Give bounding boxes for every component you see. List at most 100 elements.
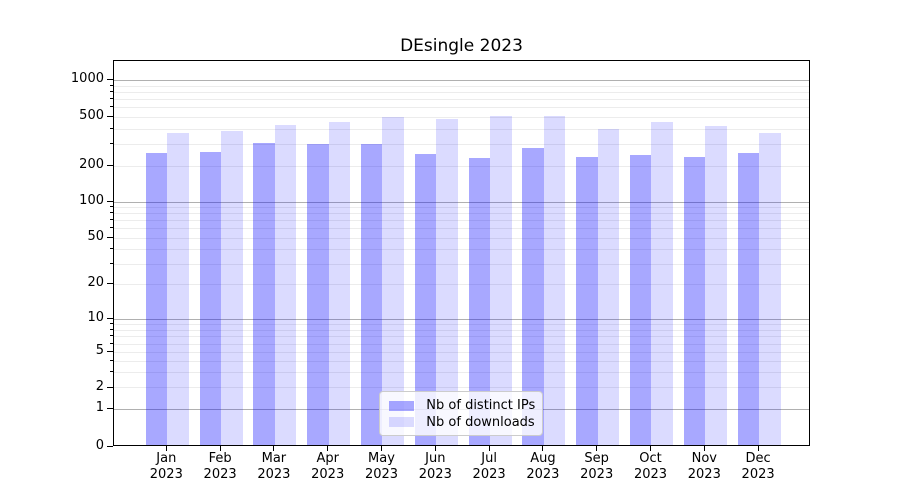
y-tick-label: 50	[87, 228, 104, 244]
bar-downloads	[705, 125, 727, 445]
x-tick-label-month: Oct	[639, 451, 662, 466]
x-tick-label-year: 2023	[203, 467, 237, 482]
x-tick-label-month: May	[368, 451, 395, 466]
bar-downloads	[167, 132, 189, 445]
bar-distinct-ips	[253, 143, 275, 445]
x-tick-label-month: Jul	[481, 451, 497, 466]
x-tick-label: Dec 2023	[726, 451, 790, 483]
x-tick-label: Mar 2023	[242, 451, 306, 483]
x-tick-label-year: 2023	[580, 467, 614, 482]
x-tick-mark	[488, 446, 490, 451]
gridline-minor	[114, 128, 809, 130]
x-tick-label-year: 2023	[418, 467, 452, 482]
x-tick-label-year: 2023	[364, 467, 399, 482]
x-tick-label-month: Sep	[584, 451, 609, 466]
x-tick-mark	[219, 446, 221, 451]
x-tick-mark	[596, 446, 598, 451]
x-tick-label-year: 2023	[687, 467, 721, 482]
x-tick-label-year: 2023	[472, 467, 506, 482]
x-tick-label-month: Dec	[745, 451, 771, 466]
gridline-minor	[114, 207, 809, 209]
y-tick-label: 0	[95, 437, 104, 453]
gridline-minor	[114, 343, 809, 345]
gridline-minor	[114, 387, 809, 389]
gridlines-layer	[114, 61, 809, 444]
bar-downloads	[597, 129, 620, 445]
y-tick-mark	[107, 445, 114, 447]
gridline-minor	[114, 228, 809, 230]
x-tick-label-month: Aug	[530, 451, 556, 466]
bar-downloads	[274, 124, 297, 445]
bar-distinct-ips	[199, 151, 222, 445]
gridline-minor	[114, 220, 809, 222]
x-tick-label: Sep 2023	[565, 451, 629, 483]
gridline-minor	[114, 165, 809, 167]
legend-swatch-distinct-ips	[389, 400, 415, 411]
x-tick-label-year: 2023	[149, 467, 183, 482]
bar-downloads	[651, 121, 673, 445]
gridline-minor	[114, 85, 809, 87]
gridline-minor	[114, 360, 809, 362]
x-tick-mark	[650, 446, 651, 451]
legend-label-downloads: Nb of downloads	[426, 414, 535, 430]
legend-swatch-downloads	[389, 417, 415, 428]
y-tick-label: 200	[79, 157, 104, 172]
bar-distinct-ips	[737, 152, 760, 445]
gridline-major	[114, 319, 809, 321]
gridline-major	[114, 79, 809, 81]
bar-downloads	[436, 118, 458, 445]
x-tick-label: Apr 2023	[296, 451, 360, 483]
x-tick-mark	[757, 446, 759, 451]
x-tick-mark	[327, 446, 329, 451]
x-tick-label: Jul 2023	[457, 451, 521, 483]
legend-item-distinct-ips: Nb of distinct IPs	[389, 398, 535, 413]
bar-downloads	[382, 117, 404, 445]
x-tick-label: Aug 2023	[511, 451, 575, 483]
legend: Nb of distinct IPs Nb of downloads	[379, 391, 544, 437]
bar-distinct-ips	[629, 155, 652, 445]
x-tick-label: Oct 2023	[619, 451, 683, 483]
x-tick-mark	[542, 446, 544, 451]
gridline-minor	[114, 352, 809, 354]
gridline-major	[114, 201, 809, 203]
gridline-minor	[114, 237, 809, 239]
chart-title: DEsingle 2023	[400, 36, 523, 56]
y-tick-label: 5	[95, 343, 104, 359]
x-tick-label-month: Jun	[425, 451, 446, 466]
x-tick-label-year: 2023	[741, 467, 775, 482]
bar-distinct-ips	[576, 156, 598, 445]
gridline-minor	[114, 249, 809, 251]
x-tick-label-month: Feb	[208, 451, 232, 466]
x-tick-label-month: Nov	[691, 451, 717, 466]
legend-item-downloads: Nb of downloads	[389, 414, 535, 430]
gridline-minor	[114, 284, 809, 286]
y-tick-label: 1000	[70, 71, 104, 86]
gridline-minor	[114, 371, 809, 373]
x-tick-label-year: 2023	[311, 467, 345, 482]
x-tick-label-month: Apr	[316, 451, 339, 466]
x-tick-label-year: 2023	[633, 467, 668, 482]
x-tick-label-month: Jan	[156, 451, 177, 466]
y-tick-label: 2	[95, 378, 104, 394]
bar-distinct-ips	[468, 158, 491, 445]
gridline-minor	[114, 107, 809, 109]
x-tick-label-year: 2023	[526, 467, 560, 482]
bar-downloads	[328, 121, 351, 445]
y-tick-label: 20	[87, 275, 104, 291]
bar-distinct-ips	[522, 148, 544, 445]
bar-distinct-ips	[414, 154, 437, 445]
x-tick-label: Nov 2023	[672, 451, 736, 483]
bar-downloads	[490, 115, 512, 445]
gridline-minor	[114, 144, 809, 146]
x-tick-label: Feb 2023	[188, 451, 252, 483]
x-tick-label-month: Mar	[261, 451, 287, 466]
x-tick-mark	[434, 446, 436, 451]
gridline-minor	[114, 91, 809, 93]
x-tick-mark	[703, 446, 705, 451]
gridline-minor	[114, 263, 809, 265]
x-tick-mark	[165, 446, 167, 451]
bar-downloads	[759, 132, 781, 445]
bars-layer	[114, 61, 809, 445]
gridline-minor	[114, 336, 809, 338]
